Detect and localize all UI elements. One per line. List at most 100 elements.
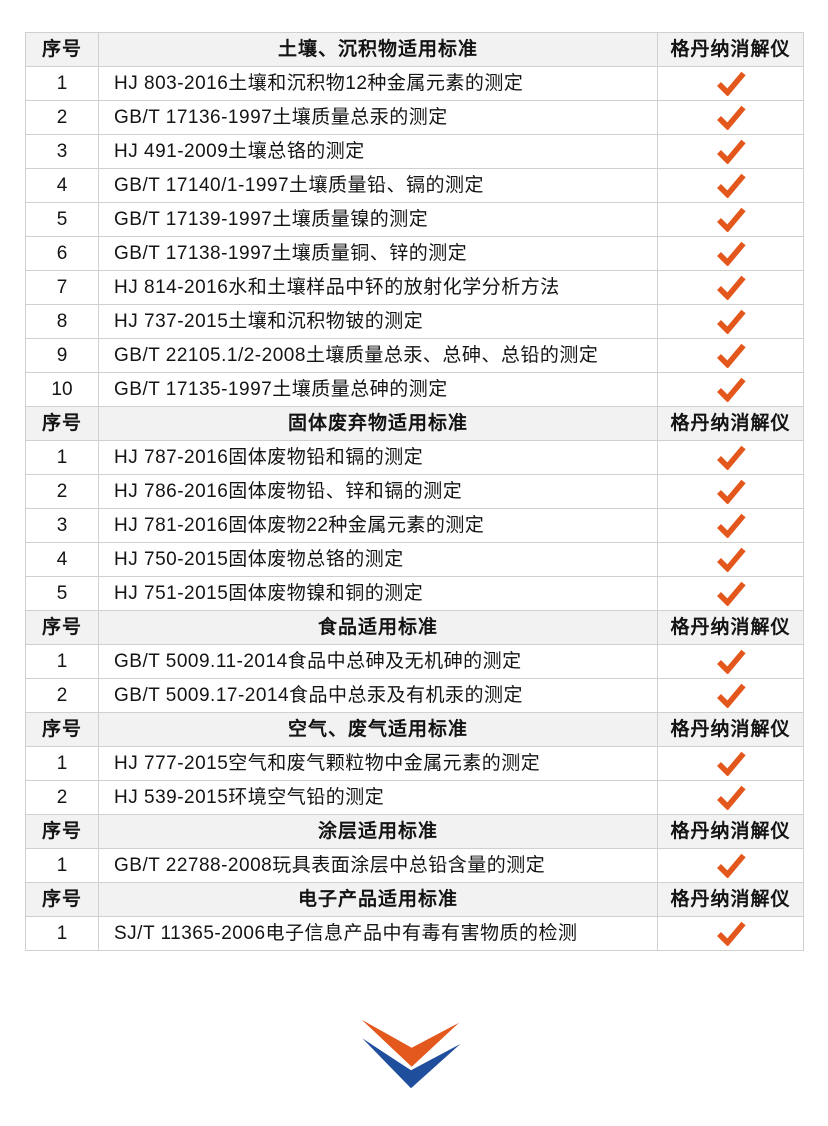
standard-row: 2 GB/T 17136-1997土壤质量总汞的测定 xyxy=(25,100,804,135)
double-chevron-logo-icon xyxy=(361,1019,461,1089)
checkmark-icon xyxy=(716,921,746,946)
checkmark-icon xyxy=(716,139,746,164)
standard-row: 9 GB/T 22105.1/2-2008土壤质量总汞、总砷、总铅的测定 xyxy=(25,338,804,373)
row-number: 1 xyxy=(25,746,99,781)
standard-row: 1 HJ 777-2015空气和废气颗粒物中金属元素的测定 xyxy=(25,746,804,781)
standards-table-body: 序号 土壤、沉积物适用标准 格丹纳消解仪 1 HJ 803-2016土壤和沉积物12种金… xyxy=(25,32,804,951)
checkmark-icon xyxy=(716,513,746,538)
checkmark-icon xyxy=(716,377,746,402)
check-cell xyxy=(657,304,804,339)
section-title: 食品适用标准 xyxy=(98,610,658,645)
check-cell xyxy=(657,66,804,101)
standard-row: 1 HJ 803-2016土壤和沉积物12种金属元素的测定 xyxy=(25,66,804,101)
standard-row: 8 HJ 737-2015土壤和沉积物铍的测定 xyxy=(25,304,804,339)
checkmark-icon xyxy=(716,275,746,300)
standard-row: 3 HJ 781-2016固体废物22种金属元素的测定 xyxy=(25,508,804,543)
column-header-instrument: 格丹纳消解仪 xyxy=(657,882,804,917)
row-number: 1 xyxy=(25,440,99,475)
row-number: 5 xyxy=(25,202,99,237)
standard-name: HJ 751-2015固体废物镍和铜的测定 xyxy=(98,576,658,611)
brand-logo xyxy=(351,1005,466,1095)
standard-name: HJ 787-2016固体废物铅和镉的测定 xyxy=(98,440,658,475)
column-header-index: 序号 xyxy=(25,882,99,917)
check-cell xyxy=(657,746,804,781)
standard-row: 10 GB/T 17135-1997土壤质量总砷的测定 xyxy=(25,372,804,407)
standard-name: HJ 539-2015环境空气铅的测定 xyxy=(98,780,658,815)
checkmark-icon xyxy=(716,309,746,334)
section-title: 电子产品适用标准 xyxy=(98,882,658,917)
standard-row: 7 HJ 814-2016水和土壤样品中钚的放射化学分析方法 xyxy=(25,270,804,305)
section-header-row: 序号 空气、废气适用标准 格丹纳消解仪 xyxy=(25,712,804,747)
column-header-index: 序号 xyxy=(25,32,99,67)
row-number: 5 xyxy=(25,576,99,611)
column-header-index: 序号 xyxy=(25,814,99,849)
check-cell xyxy=(657,236,804,271)
checkmark-icon xyxy=(716,581,746,606)
check-cell xyxy=(657,202,804,237)
standard-row: 4 HJ 750-2015固体废物总铬的测定 xyxy=(25,542,804,577)
check-cell xyxy=(657,270,804,305)
section-title: 土壤、沉积物适用标准 xyxy=(98,32,658,67)
section-title: 空气、废气适用标准 xyxy=(98,712,658,747)
checkmark-icon xyxy=(716,445,746,470)
standard-name: SJ/T 11365-2006电子信息产品中有毒有害物质的检测 xyxy=(98,916,658,951)
check-cell xyxy=(657,338,804,373)
checkmark-icon xyxy=(716,241,746,266)
standard-name: HJ 491-2009土壤总铬的测定 xyxy=(98,134,658,169)
check-cell xyxy=(657,440,804,475)
row-number: 1 xyxy=(25,916,99,951)
standard-name: HJ 750-2015固体废物总铬的测定 xyxy=(98,542,658,577)
logo-chevron-orange xyxy=(361,1019,459,1067)
section-title: 涂层适用标准 xyxy=(98,814,658,849)
standard-name: HJ 814-2016水和土壤样品中钚的放射化学分析方法 xyxy=(98,270,658,305)
checkmark-icon xyxy=(716,785,746,810)
checkmark-icon xyxy=(716,649,746,674)
section-title: 固体废弃物适用标准 xyxy=(98,406,658,441)
check-cell xyxy=(657,542,804,577)
row-number: 7 xyxy=(25,270,99,305)
checkmark-icon xyxy=(716,173,746,198)
column-header-index: 序号 xyxy=(25,406,99,441)
check-cell xyxy=(657,678,804,713)
row-number: 2 xyxy=(25,678,99,713)
row-number: 1 xyxy=(25,644,99,679)
column-header-instrument: 格丹纳消解仪 xyxy=(657,406,804,441)
check-cell xyxy=(657,848,804,883)
standard-name: GB/T 17139-1997土壤质量镍的测定 xyxy=(98,202,658,237)
standard-name: GB/T 22788-2008玩具表面涂层中总铅含量的测定 xyxy=(98,848,658,883)
checkmark-icon xyxy=(716,343,746,368)
check-cell xyxy=(657,100,804,135)
row-number: 2 xyxy=(25,100,99,135)
standard-name: HJ 786-2016固体废物铅、锌和镉的测定 xyxy=(98,474,658,509)
check-cell xyxy=(657,780,804,815)
row-number: 6 xyxy=(25,236,99,271)
standard-row: 6 GB/T 17138-1997土壤质量铜、锌的测定 xyxy=(25,236,804,271)
standard-name: GB/T 17140/1-1997土壤质量铅、镉的测定 xyxy=(98,168,658,203)
checkmark-icon xyxy=(716,547,746,572)
standard-name: GB/T 17138-1997土壤质量铜、锌的测定 xyxy=(98,236,658,271)
row-number: 3 xyxy=(25,508,99,543)
row-number: 2 xyxy=(25,474,99,509)
column-header-index: 序号 xyxy=(25,712,99,747)
checkmark-icon xyxy=(716,105,746,130)
row-number: 3 xyxy=(25,134,99,169)
standard-name: HJ 777-2015空气和废气颗粒物中金属元素的测定 xyxy=(98,746,658,781)
standard-row: 5 HJ 751-2015固体废物镍和铜的测定 xyxy=(25,576,804,611)
row-number: 4 xyxy=(25,542,99,577)
standard-row: 1 SJ/T 11365-2006电子信息产品中有毒有害物质的检测 xyxy=(25,916,804,951)
standard-name: GB/T 22105.1/2-2008土壤质量总汞、总砷、总铅的测定 xyxy=(98,338,658,373)
check-cell xyxy=(657,134,804,169)
standard-name: GB/T 17136-1997土壤质量总汞的测定 xyxy=(98,100,658,135)
checkmark-icon xyxy=(716,683,746,708)
row-number: 9 xyxy=(25,338,99,373)
standard-row: 1 HJ 787-2016固体废物铅和镉的测定 xyxy=(25,440,804,475)
check-cell xyxy=(657,644,804,679)
check-cell xyxy=(657,474,804,509)
standard-row: 2 HJ 539-2015环境空气铅的测定 xyxy=(25,780,804,815)
standard-name: GB/T 17135-1997土壤质量总砷的测定 xyxy=(98,372,658,407)
standard-row: 4 GB/T 17140/1-1997土壤质量铅、镉的测定 xyxy=(25,168,804,203)
row-number: 1 xyxy=(25,848,99,883)
checkmark-icon xyxy=(716,853,746,878)
standard-row: 2 GB/T 5009.17-2014食品中总汞及有机汞的测定 xyxy=(25,678,804,713)
